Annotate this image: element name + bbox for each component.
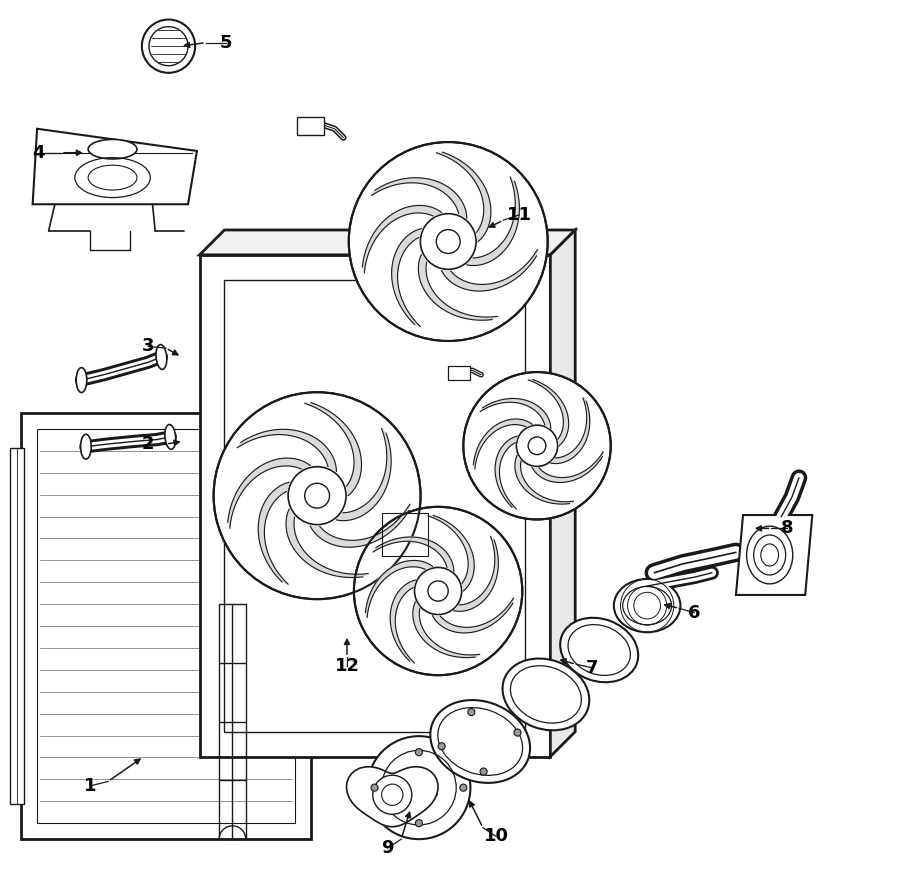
Circle shape — [349, 142, 548, 341]
Ellipse shape — [76, 368, 86, 392]
Circle shape — [416, 749, 422, 756]
Polygon shape — [228, 458, 310, 528]
Polygon shape — [32, 129, 197, 204]
Circle shape — [213, 392, 420, 599]
Polygon shape — [473, 419, 532, 469]
Polygon shape — [467, 177, 519, 266]
Polygon shape — [258, 482, 289, 584]
Circle shape — [354, 507, 522, 675]
Ellipse shape — [165, 424, 176, 449]
Polygon shape — [454, 536, 499, 611]
Text: 6: 6 — [688, 604, 700, 622]
Polygon shape — [337, 429, 392, 520]
Ellipse shape — [502, 659, 590, 730]
Text: 4: 4 — [32, 144, 45, 162]
Bar — [11, 448, 23, 804]
Text: 11: 11 — [507, 206, 532, 224]
Circle shape — [428, 581, 448, 601]
Polygon shape — [346, 766, 438, 827]
Polygon shape — [372, 178, 467, 218]
Polygon shape — [551, 398, 590, 464]
Ellipse shape — [81, 434, 91, 459]
Polygon shape — [413, 602, 480, 658]
Text: 2: 2 — [142, 435, 154, 453]
Text: 8: 8 — [781, 519, 794, 537]
Circle shape — [514, 729, 521, 736]
Polygon shape — [433, 598, 514, 633]
Polygon shape — [286, 509, 368, 577]
Circle shape — [142, 20, 195, 73]
Ellipse shape — [156, 345, 166, 369]
Text: 10: 10 — [483, 828, 508, 845]
Circle shape — [416, 820, 422, 827]
Text: 12: 12 — [335, 657, 359, 675]
Polygon shape — [392, 228, 421, 327]
Circle shape — [464, 372, 611, 519]
Polygon shape — [310, 504, 410, 547]
Polygon shape — [532, 452, 603, 482]
Polygon shape — [365, 560, 433, 617]
Circle shape — [436, 230, 460, 253]
Bar — [382, 513, 427, 556]
Polygon shape — [528, 379, 569, 446]
Bar — [200, 255, 550, 757]
Bar — [224, 280, 526, 732]
Circle shape — [305, 483, 329, 508]
Ellipse shape — [560, 618, 638, 682]
Text: 3: 3 — [142, 337, 154, 355]
Polygon shape — [495, 436, 518, 509]
Text: 9: 9 — [382, 839, 394, 857]
Ellipse shape — [88, 139, 137, 159]
Polygon shape — [363, 205, 442, 273]
Polygon shape — [442, 250, 537, 291]
Circle shape — [480, 768, 487, 775]
Ellipse shape — [614, 579, 680, 632]
Polygon shape — [428, 515, 474, 591]
Circle shape — [460, 784, 467, 791]
Bar — [37, 429, 294, 823]
Polygon shape — [550, 230, 575, 757]
Bar — [448, 366, 471, 380]
Polygon shape — [391, 580, 415, 663]
Ellipse shape — [430, 700, 530, 783]
Polygon shape — [238, 429, 337, 472]
Circle shape — [468, 709, 475, 716]
Polygon shape — [736, 515, 813, 595]
Circle shape — [373, 775, 412, 814]
Bar — [21, 413, 310, 839]
Polygon shape — [374, 537, 454, 571]
Polygon shape — [515, 456, 573, 504]
Polygon shape — [200, 230, 575, 255]
Bar — [297, 117, 324, 135]
Polygon shape — [481, 399, 551, 429]
Polygon shape — [436, 152, 491, 242]
Text: 5: 5 — [220, 34, 232, 52]
Polygon shape — [418, 255, 498, 321]
Circle shape — [438, 742, 446, 749]
Text: 7: 7 — [586, 659, 598, 677]
Polygon shape — [305, 403, 362, 496]
Circle shape — [528, 437, 546, 455]
Circle shape — [367, 736, 471, 839]
Circle shape — [371, 784, 378, 791]
Text: 1: 1 — [84, 777, 96, 795]
